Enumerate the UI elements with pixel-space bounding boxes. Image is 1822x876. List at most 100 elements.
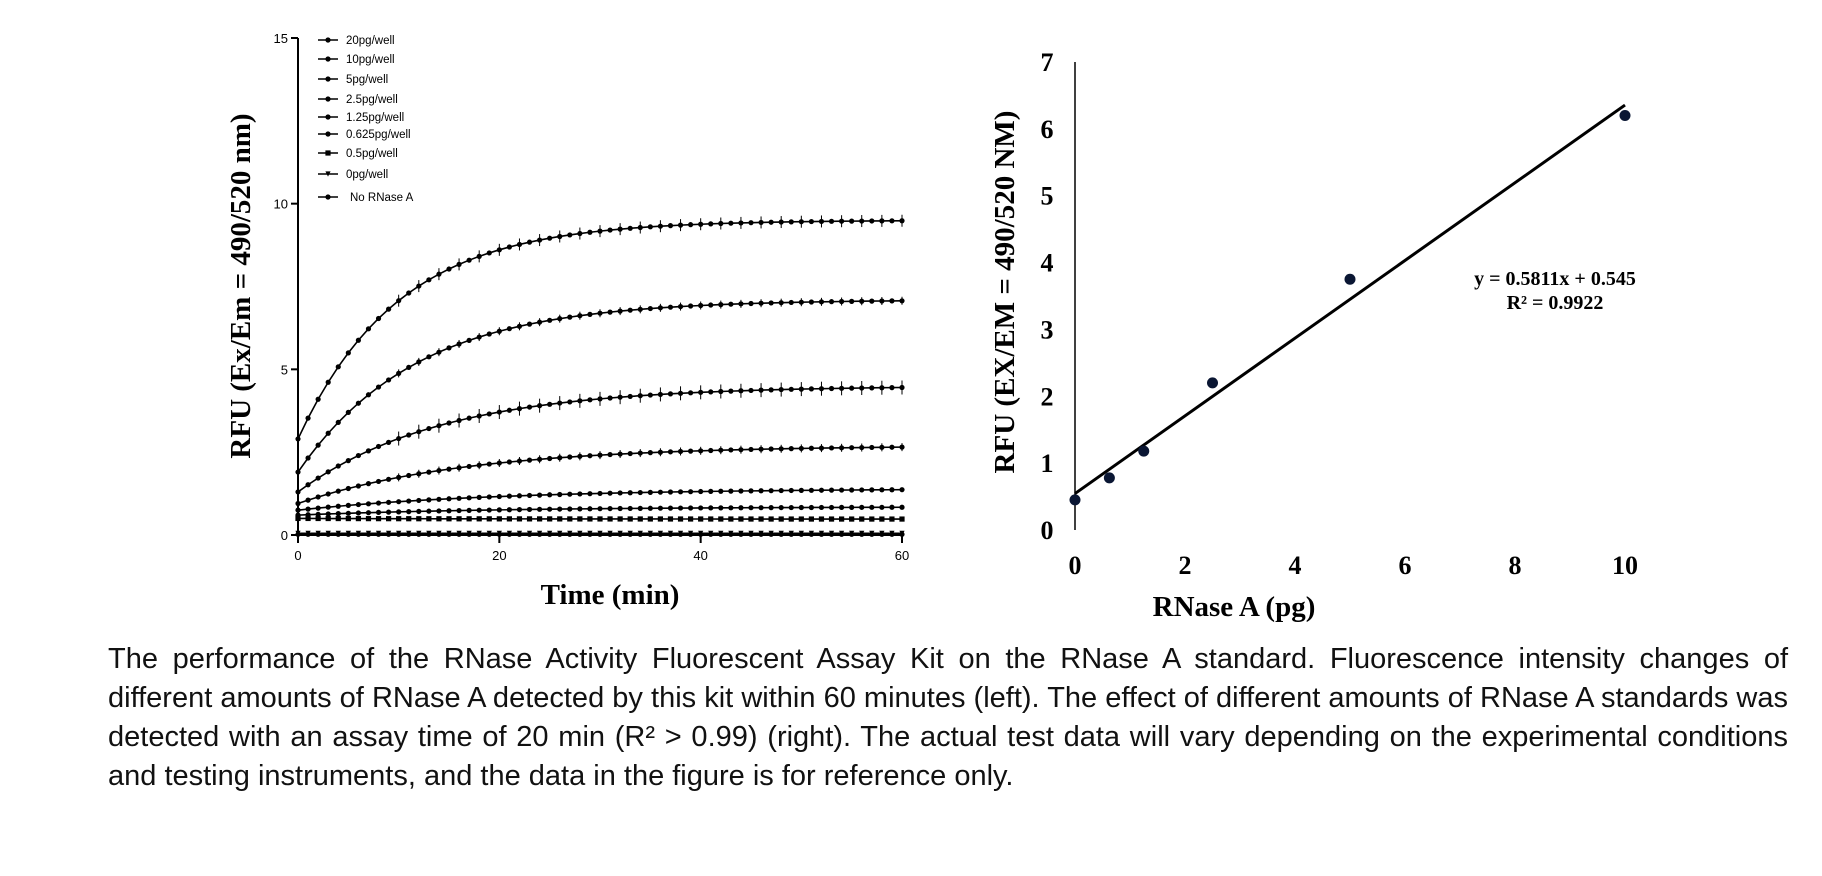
data-point [436,423,442,429]
data-point [667,223,674,229]
data-point [506,516,512,522]
legend-label: 1.25pg/well [346,112,404,124]
data-point [506,407,512,413]
data-point [657,531,664,537]
data-point [526,506,533,513]
legend: 20pg/well 10pg/well 5pg/well 2.5pg/well 1.25… [318,35,414,204]
data-point [667,505,674,511]
data-point [496,531,502,537]
data-point [305,482,311,488]
data-point [406,364,412,370]
data-point [818,386,825,392]
data-point [798,386,804,392]
data-point [386,476,392,482]
data-point [728,220,734,226]
data-point [426,354,432,360]
data-point [688,516,694,522]
data-point [446,266,452,272]
data-point [295,531,301,537]
data-point [386,509,392,515]
legend-marker [325,194,331,200]
data-point [768,505,774,511]
legend-marker [325,131,331,137]
data-point [375,384,382,390]
data-point [647,531,653,537]
data-point [879,531,885,537]
data-point [828,218,835,224]
data-point [899,487,905,493]
data-point [547,235,553,241]
data-point [617,531,623,537]
data-point [718,488,724,494]
data-point [688,531,694,537]
y-tick-label: 4 [1041,249,1054,278]
data-point [406,516,412,522]
data-point [547,516,553,522]
data-point [798,504,804,511]
data-point [768,516,774,522]
legend-label: No RNase A [350,192,414,204]
data-point [1138,445,1150,457]
data-point [396,499,402,505]
data-point [396,435,402,442]
data-point [849,445,855,451]
data-point [738,220,744,226]
data-point [355,531,361,537]
data-point [386,499,392,505]
data-point [386,439,392,445]
data-point [335,531,341,537]
data-point [718,516,724,522]
data-point [345,409,351,415]
data-point [597,228,603,234]
data-point [486,250,492,256]
data-point [637,224,643,231]
data-point [657,505,664,511]
data-point [456,261,462,267]
data-point [597,531,603,537]
data-point [375,315,382,322]
series-line [297,219,903,440]
data-point [386,531,392,537]
data-point [557,531,563,537]
data-point [416,471,422,477]
x-tick-label: 40 [693,548,707,563]
data-point [718,505,724,511]
y-tick-label: 0 [1041,516,1054,545]
data-point [426,497,432,503]
data-point [617,226,623,232]
y-tick-label: 5 [281,362,288,377]
data-point [396,516,402,522]
legend-marker [325,37,331,43]
data-point [406,290,412,296]
data-point [375,478,382,485]
data-point [577,313,583,319]
data-point [677,303,684,310]
data-point [617,490,623,496]
data-point [808,445,815,451]
data-point [355,400,361,406]
data-point [849,487,855,493]
data-point [869,516,875,522]
data-point [708,302,714,308]
data-point [859,385,865,391]
data-point [325,379,331,385]
data-point [889,516,895,522]
data-point [688,303,694,309]
data-point [1344,273,1356,285]
data-point [315,531,321,537]
data-point [698,531,704,537]
data-point [728,488,734,494]
data-point [466,531,472,537]
data-point [466,463,472,470]
legend-item: 5pg/well [318,74,388,86]
data-point [748,516,754,522]
data-point [325,531,331,537]
data-point [396,370,402,376]
data-point [567,516,573,522]
data-point [466,507,472,513]
data-point [758,219,764,226]
data-point [859,504,865,510]
data-point [456,531,462,537]
data-point [889,218,895,224]
data-point [547,506,553,512]
